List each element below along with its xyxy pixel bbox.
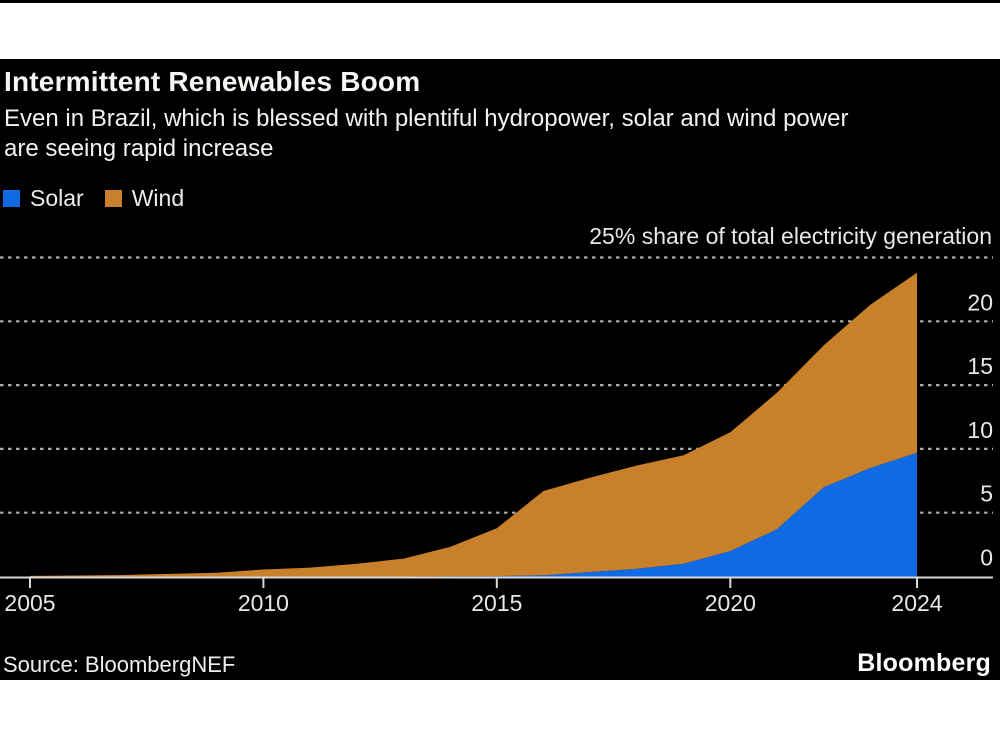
legend-item-solar: Solar (3, 185, 84, 212)
bloomberg-logo: Bloomberg (857, 649, 991, 677)
source-credit: Source: BloombergNEF (3, 652, 236, 677)
legend: Solar Wind (3, 185, 205, 212)
chart-card: Intermittent Renewables Boom Even in Bra… (0, 59, 1000, 680)
chart-title: Intermittent Renewables Boom (4, 66, 421, 97)
chart-subtitle-line-2: are seeing rapid increase (4, 135, 274, 162)
y-axis-top-annotation: 25% share of total electricity generatio… (589, 223, 992, 249)
wind-swatch-icon (104, 190, 122, 207)
chart-subtitle-line-1: Even in Brazil, which is blessed with pl… (4, 105, 849, 132)
legend-label-solar: Solar (30, 185, 84, 211)
legend-item-wind: Wind (104, 185, 185, 212)
top-border-strip (0, 0, 1000, 3)
chart-subtitle: Even in Brazil, which is blessed with pl… (4, 104, 999, 164)
solar-swatch-icon (3, 190, 20, 207)
legend-label-wind: Wind (131, 185, 185, 211)
